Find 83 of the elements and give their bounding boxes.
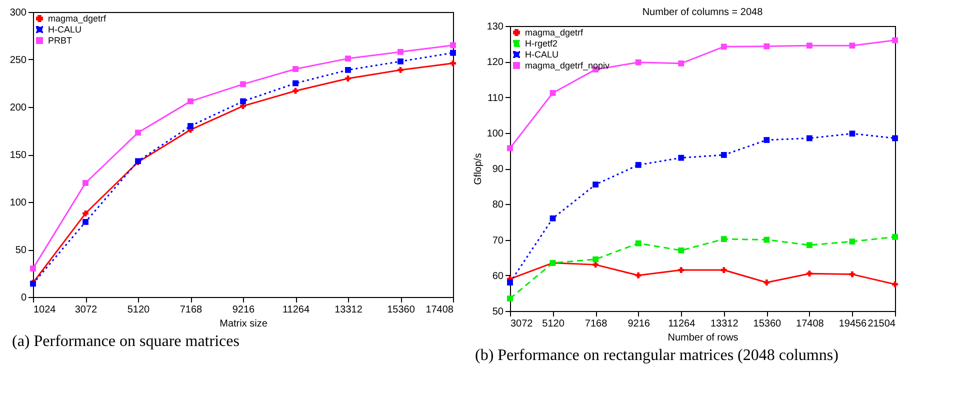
y-tick-label: 200 — [10, 102, 27, 114]
point — [550, 90, 556, 96]
legend-label: magma_dgetrf — [525, 28, 584, 38]
y-tick-label: 100 — [10, 198, 27, 208]
x-tick-label: 13312 — [710, 318, 739, 330]
x-tick-label: 1024 — [34, 304, 56, 316]
x-tick-label: 3072 — [510, 318, 534, 330]
x-tick-label: 9216 — [628, 318, 650, 330]
point — [678, 154, 684, 161]
y-tick-label: 90 — [492, 164, 504, 175]
point — [635, 162, 642, 168]
x-tick-label: 5120 — [542, 318, 565, 330]
point — [849, 271, 856, 278]
x-tick-label: 17408 — [796, 318, 824, 330]
x-tick-label: 11264 — [282, 304, 310, 316]
point — [720, 44, 727, 50]
y-tick-label: 50 — [492, 306, 504, 318]
point — [892, 135, 898, 142]
point — [507, 296, 513, 302]
x-axis-title: Matrix size — [220, 318, 268, 330]
point — [806, 242, 812, 248]
y-tick-label: 120 — [486, 57, 504, 68]
point — [635, 240, 642, 246]
point — [892, 37, 898, 44]
point — [806, 42, 812, 49]
point — [678, 267, 684, 273]
chart-title: Number of columns = 2048 — [642, 7, 764, 18]
y-tick-label: 60 — [492, 270, 504, 282]
point — [720, 152, 727, 158]
x-tick-label: 13312 — [334, 304, 363, 316]
y-tick-label: 100 — [486, 128, 504, 140]
point — [678, 60, 684, 66]
text: (b) Performance on rectangular matrices (2048 columns) — [474, 347, 840, 365]
y-tick-label: 130 — [486, 22, 504, 32]
text: (a) Performance on square matrices — [11, 333, 240, 351]
point — [678, 247, 684, 254]
point — [806, 135, 812, 142]
y-tick-label: 0 — [20, 292, 27, 304]
x-tick-label: 5120 — [127, 304, 150, 316]
point — [764, 43, 770, 50]
point — [507, 280, 513, 286]
x-tick-label: 21504 — [868, 318, 896, 330]
x-tick-label: 19456 — [838, 318, 868, 330]
point — [849, 238, 856, 244]
y-axis-title: Gflop/s — [472, 153, 484, 185]
point — [507, 145, 513, 152]
x-tick-label: 15360 — [387, 304, 416, 316]
point — [806, 270, 812, 277]
x-tick-label: 7168 — [584, 318, 608, 330]
y-tick-label: 50 — [15, 245, 27, 256]
y-tick-label: 300 — [10, 8, 27, 18]
legend-label: H-rgetf2 — [525, 38, 558, 48]
x-tick-label: 9216 — [232, 304, 256, 316]
legend-label: magma_dgetrf_nopiv — [525, 60, 610, 70]
legend-label: H-CALU — [525, 50, 559, 60]
x-tick-label: 11264 — [668, 318, 696, 330]
point — [764, 280, 770, 286]
point — [635, 59, 642, 66]
legend-label: H-CALU — [48, 24, 82, 34]
legend-label: PRBT — [48, 36, 73, 46]
x-tick-label: 15360 — [753, 318, 782, 330]
y-tick-label: 80 — [492, 200, 504, 211]
point — [550, 215, 556, 222]
x-tick-label: 17408 — [426, 304, 454, 316]
point — [849, 42, 856, 49]
y-tick-label: 70 — [492, 235, 504, 246]
point — [764, 137, 770, 143]
x-axis-title: Number of rows — [668, 332, 738, 344]
y-tick-label: 150 — [10, 150, 27, 161]
legend-label: magma_dgetrf — [48, 14, 107, 24]
point — [764, 236, 770, 243]
point — [892, 281, 898, 288]
x-tick-label: 7168 — [180, 304, 203, 316]
y-tick-label: 110 — [488, 92, 504, 104]
x-tick-label: 3072 — [74, 304, 98, 316]
y-tick-label: 250 — [10, 55, 27, 66]
point — [892, 234, 898, 240]
point — [635, 272, 642, 278]
point — [849, 130, 856, 137]
point — [720, 236, 727, 242]
point — [720, 267, 727, 273]
point — [592, 182, 599, 188]
point — [592, 256, 599, 262]
